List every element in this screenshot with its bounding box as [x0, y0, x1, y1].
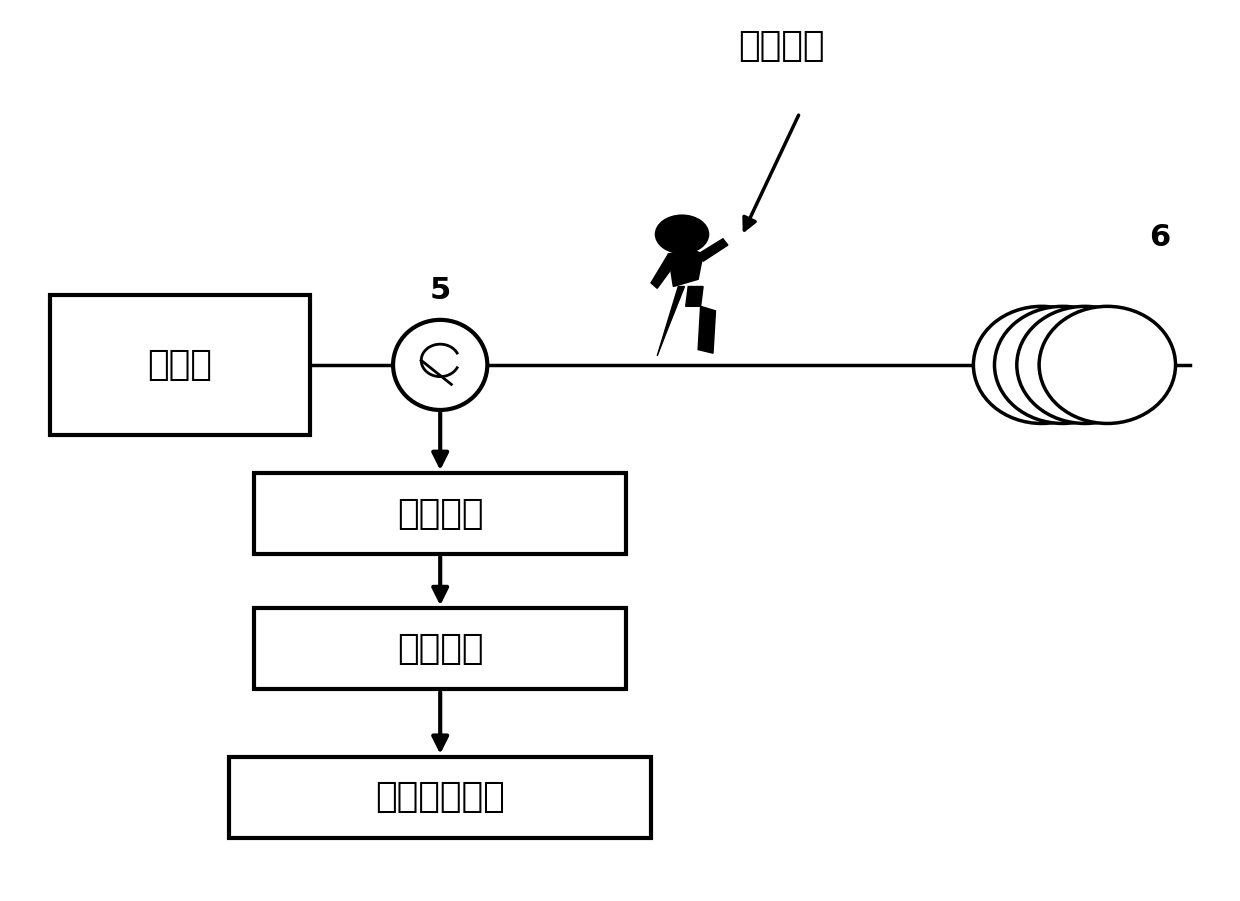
Circle shape [655, 214, 709, 254]
Polygon shape [686, 287, 703, 306]
Bar [254, 608, 626, 689]
Polygon shape [698, 306, 715, 353]
Ellipse shape [1039, 306, 1176, 423]
Text: 脉冲光: 脉冲光 [148, 348, 212, 382]
Bar [50, 296, 310, 435]
Ellipse shape [1017, 306, 1153, 423]
Ellipse shape [393, 320, 487, 410]
Ellipse shape [994, 306, 1131, 423]
Polygon shape [651, 254, 678, 288]
Text: 数据采集: 数据采集 [397, 496, 484, 531]
Polygon shape [668, 250, 703, 287]
Text: 分类模式识别: 分类模式识别 [376, 780, 505, 815]
Bar [229, 757, 651, 838]
Polygon shape [698, 239, 728, 261]
Ellipse shape [973, 306, 1110, 423]
Polygon shape [657, 287, 684, 356]
Text: 特征参数: 特征参数 [397, 632, 484, 666]
Text: 5: 5 [429, 276, 451, 305]
Text: 入侵事件: 入侵事件 [738, 29, 825, 63]
Bar [254, 473, 626, 554]
Text: 6: 6 [1148, 223, 1171, 252]
